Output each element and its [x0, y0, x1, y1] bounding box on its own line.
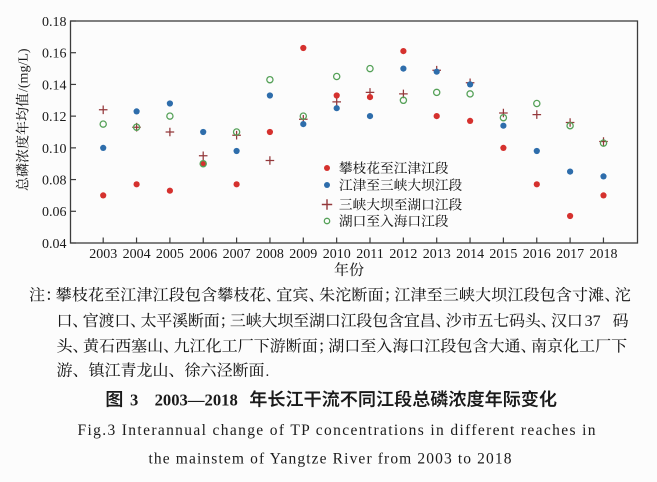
svg-text:2011: 2011 [356, 247, 383, 262]
svg-text:2008: 2008 [256, 247, 284, 262]
svg-text:2004: 2004 [123, 247, 151, 262]
svg-text:2010: 2010 [323, 247, 351, 262]
svg-text:0.18: 0.18 [42, 15, 67, 30]
svg-text:the mainstem of Yangtze River: the mainstem of Yangtze River from 2003 … [149, 451, 512, 468]
svg-text:0.08: 0.08 [42, 174, 67, 189]
svg-text:2007: 2007 [223, 247, 251, 262]
svg-text:2018: 2018 [590, 247, 618, 262]
svg-text:2009: 2009 [289, 247, 317, 262]
svg-text:2013: 2013 [423, 247, 451, 262]
svg-text:Fig.3 Interannual change of TP: Fig.3 Interannual change of TP concentra… [78, 422, 596, 439]
svg-text:2012: 2012 [389, 247, 417, 262]
svg-text:2017: 2017 [556, 247, 584, 262]
svg-text:0.06: 0.06 [42, 205, 67, 220]
svg-text:0.16: 0.16 [42, 47, 67, 62]
svg-text:2003—2018: 2003—2018 [155, 391, 238, 410]
svg-text:2014: 2014 [456, 247, 484, 262]
svg-text:2006: 2006 [189, 247, 217, 262]
svg-text:37: 37 [585, 313, 601, 330]
svg-text:3: 3 [130, 391, 138, 410]
svg-text:0.12: 0.12 [42, 110, 67, 125]
svg-text:/(mg/L): /(mg/L) [17, 48, 32, 92]
svg-text:2016: 2016 [523, 247, 551, 262]
svg-text:.: . [266, 364, 270, 380]
svg-text:2015: 2015 [489, 247, 517, 262]
svg-text:0.10: 0.10 [42, 142, 67, 157]
svg-text:2003: 2003 [89, 247, 117, 262]
svg-text:0.14: 0.14 [42, 78, 67, 93]
svg-text:0.04: 0.04 [42, 237, 67, 252]
svg-text:2005: 2005 [156, 247, 184, 262]
